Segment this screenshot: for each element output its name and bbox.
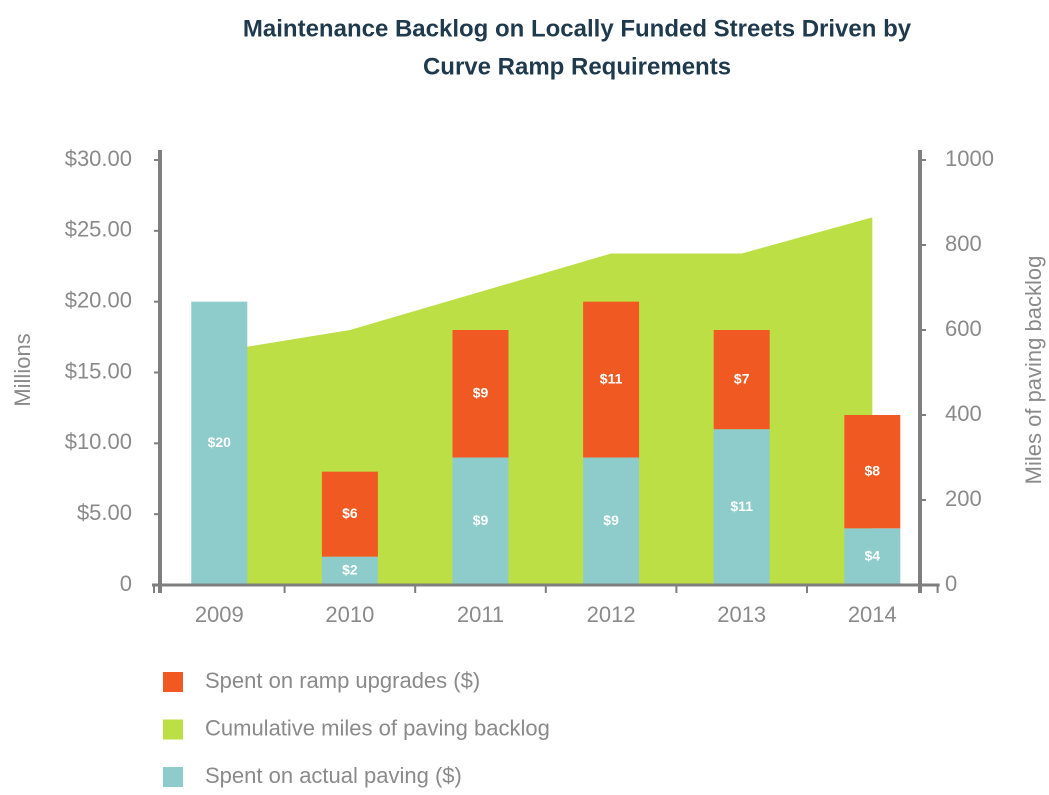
y2-axis-label: Miles of paving backlog (1021, 256, 1046, 485)
data-label: $20 (208, 434, 232, 450)
bar-segment (452, 330, 509, 458)
bar-segment (321, 471, 378, 557)
y2-tick-label: 1000 (945, 146, 994, 171)
x-tick-label: 2009 (195, 602, 244, 627)
bar-segment (321, 556, 378, 585)
y2-tick-label: 200 (945, 486, 982, 511)
y-tick-label: $10.00 (65, 429, 132, 454)
y-tick-label: $30.00 (65, 146, 132, 171)
y2-tick-label: 600 (945, 316, 982, 341)
data-label: $2 (342, 562, 358, 578)
legend-label: Cumulative miles of paving backlog (205, 715, 550, 740)
legend-swatch (163, 767, 183, 787)
x-tick-label: 2011 (457, 602, 504, 627)
bar-segment (191, 301, 248, 585)
legend-swatch (163, 719, 183, 740)
bar-segment (583, 457, 640, 585)
data-label: $11 (600, 370, 623, 386)
bar-segment (452, 457, 509, 585)
data-label: $9 (603, 512, 619, 528)
bar-segment (713, 330, 770, 430)
data-label: $8 (865, 462, 881, 478)
data-label: $6 (342, 505, 358, 521)
x-tick-label: 2014 (848, 602, 897, 627)
bar-segment (713, 429, 770, 585)
data-label: $7 (734, 370, 750, 386)
x-tick-label: 2013 (717, 602, 766, 627)
legend-label: Spent on actual paving ($) (205, 763, 462, 788)
chart-title: Curve Ramp Requirements (423, 53, 731, 80)
legend-label: Spent on ramp upgrades ($) (205, 668, 480, 693)
data-label: $4 (865, 547, 881, 563)
y2-tick-label: 800 (945, 231, 982, 256)
bar-segment (844, 415, 901, 529)
y-tick-label: $5.00 (77, 500, 132, 525)
y-tick-label: $20.00 (65, 287, 132, 312)
y-tick-label: $25.00 (65, 217, 132, 242)
y-tick-label: $15.00 (65, 358, 132, 383)
x-tick-label: 2010 (325, 602, 374, 627)
bar-segment (844, 528, 901, 585)
bar-segment (583, 301, 640, 458)
chart-title: Maintenance Backlog on Locally Funded St… (243, 15, 912, 42)
data-label: $11 (730, 498, 753, 514)
y2-tick-label: 400 (945, 401, 982, 426)
x-tick-label: 2012 (587, 602, 636, 627)
y-tick-label: 0 (120, 571, 132, 596)
area (219, 217, 873, 585)
data-label: $9 (473, 384, 489, 400)
y2-tick-label: 0 (945, 571, 957, 596)
legend-swatch (163, 672, 183, 692)
y-axis-label: Millions (10, 333, 35, 406)
data-label: $9 (473, 512, 489, 528)
